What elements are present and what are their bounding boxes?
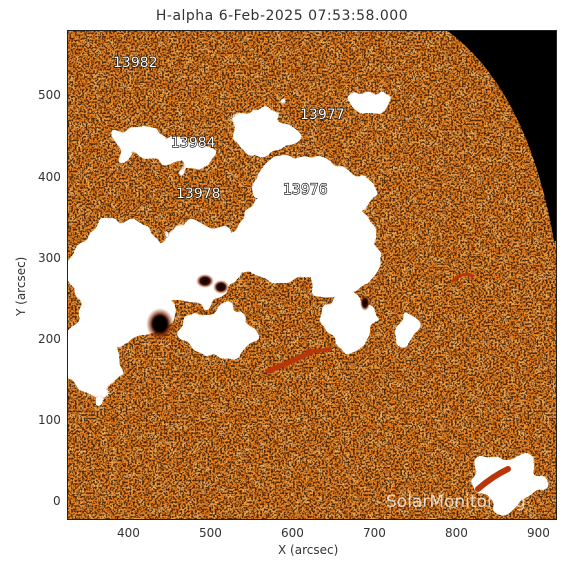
y-tick-label: 200 (38, 332, 61, 346)
watermark: SolarMonitor.org (386, 492, 526, 512)
active-region-label: 13982 (113, 55, 158, 71)
x-tick-label: 600 (281, 526, 304, 540)
active-region-label: 13977 (300, 107, 345, 123)
active-region-label: 13984 (171, 135, 216, 151)
y-tick-label: 400 (38, 170, 61, 184)
x-tick-label: 800 (445, 526, 468, 540)
x-tick-label: 900 (527, 526, 550, 540)
y-tick-label: 500 (38, 88, 61, 102)
active-region-label: 13976 (283, 182, 328, 198)
h-alpha-image: 13982 13977 13984 13978 13976 SolarMonit… (67, 30, 557, 520)
filaments (265, 272, 511, 492)
x-axis-label: X (arcsec) (278, 543, 339, 557)
y-tick-label: 300 (38, 251, 61, 265)
y-tick-label: 0 (53, 494, 61, 508)
y-axis-label: Y (arcsec) (14, 256, 28, 316)
y-tick-label: 100 (38, 413, 61, 427)
image-title: H-alpha 6-Feb-2025 07:53:58.000 (155, 8, 409, 24)
x-tick-label: 500 (199, 526, 222, 540)
x-tick-label: 400 (117, 526, 140, 540)
x-tick-label: 700 (363, 526, 386, 540)
active-region-label: 13978 (176, 186, 221, 202)
off-limb-space (448, 31, 556, 241)
sunspots (146, 274, 370, 340)
